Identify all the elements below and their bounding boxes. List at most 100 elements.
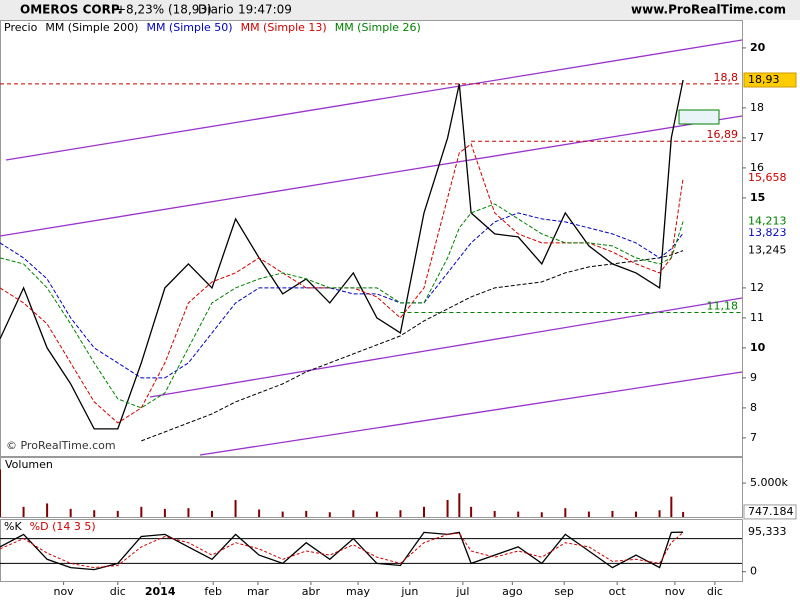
volume-bar bbox=[587, 511, 590, 517]
volume-bar bbox=[458, 493, 461, 517]
x-tick-label: 2014 bbox=[145, 585, 176, 598]
series-line bbox=[141, 250, 684, 442]
volume-bar bbox=[328, 512, 331, 517]
y-tick-label: 8 bbox=[750, 401, 757, 414]
legend-entry: MM (Simple 200) bbox=[45, 21, 138, 34]
last-value: 14,213 bbox=[748, 215, 787, 228]
volume-bar bbox=[399, 510, 402, 517]
y-tick-label: 10 bbox=[750, 341, 766, 354]
panel-title: Volumen bbox=[5, 458, 53, 471]
header-bar bbox=[0, 0, 800, 20]
series-line bbox=[0, 143, 684, 424]
volume-bar bbox=[211, 510, 213, 517]
last-value-box bbox=[744, 226, 796, 241]
series-line bbox=[0, 79, 684, 430]
volume-bar bbox=[305, 510, 308, 517]
last-value-box bbox=[744, 525, 796, 540]
y-tick-label: 16 bbox=[750, 161, 764, 174]
volume-bar bbox=[423, 506, 425, 517]
y-tick-label: 9 bbox=[750, 371, 757, 384]
last-value: 15,658 bbox=[748, 171, 787, 184]
volume-bar bbox=[46, 503, 49, 517]
price-panel bbox=[0, 20, 743, 457]
volume-bar bbox=[564, 508, 567, 517]
period: Diario bbox=[198, 3, 234, 17]
last-value-box bbox=[744, 171, 796, 186]
site: www.ProRealTime.com bbox=[631, 3, 786, 17]
legend-entry: Precio bbox=[4, 21, 38, 34]
y-tick-label: 15 bbox=[750, 191, 765, 204]
volume-bar bbox=[446, 500, 449, 517]
legend-entry: MM (Simple 50) bbox=[146, 21, 232, 34]
volume-bar bbox=[22, 506, 25, 517]
volume-bar bbox=[375, 511, 378, 517]
y-tick-label: 12 bbox=[750, 281, 764, 294]
volume-bar bbox=[116, 510, 119, 517]
x-tick-label: nov bbox=[53, 585, 74, 598]
volume-bar bbox=[93, 510, 96, 517]
x-tick-label: jun bbox=[400, 585, 418, 598]
x-tick-label: may bbox=[346, 585, 370, 598]
volume-bar bbox=[540, 512, 543, 517]
x-tick-label: jul bbox=[455, 585, 469, 598]
x-tick-label: dic bbox=[110, 585, 126, 598]
last-value: 13,823 bbox=[748, 226, 787, 239]
last-value: 18,93 bbox=[748, 73, 780, 86]
series-line bbox=[0, 531, 684, 571]
last-value: 95,333 bbox=[748, 525, 787, 538]
y-tick-label: 17 bbox=[750, 131, 764, 144]
y-tick-label: 0 bbox=[750, 565, 757, 578]
volume-bar bbox=[493, 510, 496, 517]
legend-entry: %K bbox=[4, 520, 22, 533]
change: +8,23% (18,93) bbox=[116, 3, 212, 17]
series-line bbox=[0, 212, 684, 379]
volume-bar bbox=[0, 469, 1, 517]
volume-bar bbox=[517, 511, 520, 517]
time: 19:47:09 bbox=[238, 3, 292, 17]
volume-bar bbox=[281, 511, 284, 517]
volume-bar bbox=[69, 508, 72, 517]
volume-panel bbox=[0, 457, 743, 518]
series-line bbox=[0, 532, 684, 569]
stoch-panel bbox=[0, 519, 743, 582]
legend-entry: %D (14 3 5) bbox=[30, 520, 96, 533]
last-value-box bbox=[743, 504, 797, 520]
volume-bar bbox=[611, 510, 614, 517]
y-tick-label: 20 bbox=[750, 41, 766, 54]
volume-bar bbox=[352, 510, 355, 517]
x-tick-label: nov bbox=[665, 585, 686, 598]
x-tick-label: dic bbox=[707, 585, 723, 598]
y-tick-label: 18 bbox=[750, 101, 764, 114]
x-tick-label: ago bbox=[502, 585, 523, 598]
watermark: © ProRealTime.com bbox=[6, 439, 116, 452]
x-tick-label: mar bbox=[247, 585, 269, 598]
volume-bar bbox=[140, 506, 143, 517]
reference-label: 16,89 bbox=[707, 128, 739, 141]
x-tick-label: abr bbox=[302, 585, 321, 598]
x-tick-label: oct bbox=[609, 585, 627, 598]
last-value-box bbox=[744, 214, 796, 229]
volume-bar bbox=[163, 508, 166, 517]
volume-bar bbox=[682, 511, 685, 517]
reference-label: 11,18 bbox=[707, 300, 739, 313]
volume-bar bbox=[470, 506, 473, 517]
last-value: 13,245 bbox=[748, 244, 787, 257]
y-tick-label: 7 bbox=[750, 431, 757, 444]
x-tick-label: sep bbox=[554, 585, 573, 598]
reference-label: 18,8 bbox=[714, 71, 739, 84]
x-tick-label: feb bbox=[204, 585, 222, 598]
volume-bar bbox=[670, 496, 673, 517]
series-line bbox=[0, 203, 684, 409]
target-box bbox=[678, 109, 720, 125]
legend-entry: MM (Simple 26) bbox=[335, 21, 421, 34]
volume-bar bbox=[187, 508, 190, 517]
legend-entry: MM (Simple 13) bbox=[241, 21, 327, 34]
symbol: OMEROS CORP. bbox=[20, 3, 122, 17]
trend-lines bbox=[0, 39, 743, 456]
volume-bar bbox=[658, 510, 661, 517]
last-value-box bbox=[743, 72, 797, 88]
y-tick-label: 5.000k bbox=[750, 476, 788, 489]
volume-bar bbox=[258, 509, 261, 517]
y-tick-label: 11 bbox=[750, 311, 764, 324]
